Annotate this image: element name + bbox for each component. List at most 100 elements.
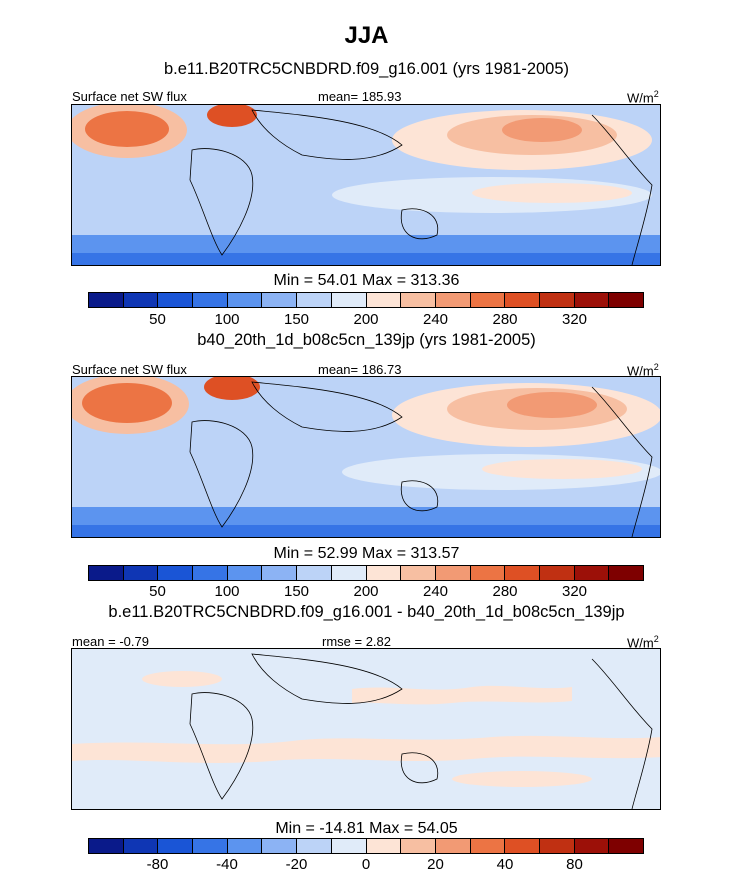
tropical-positive-band bbox=[72, 735, 660, 763]
colorbar-tick-label: 50 bbox=[149, 311, 166, 328]
panel-2-minmax: Min = 52.99 Max = 313.57 bbox=[273, 545, 460, 562]
panel-1-variable-label: Surface net SW flux bbox=[72, 89, 187, 104]
colorbar-tick-label: 100 bbox=[214, 583, 240, 600]
s-pacific-core bbox=[482, 459, 642, 479]
colorbar-cell bbox=[574, 293, 610, 307]
colorbar-cell bbox=[193, 293, 228, 307]
colorbar-tick-label: -40 bbox=[216, 856, 238, 873]
colorbar-tick-label: 100 bbox=[214, 311, 240, 328]
figure-title: JJA bbox=[344, 22, 389, 49]
colorbar-cell bbox=[193, 566, 228, 580]
colorbar-cell bbox=[470, 566, 506, 580]
panel-3-minmax: Min = -14.81 Max = 54.05 bbox=[275, 820, 458, 837]
panel-2-title: b40_20th_1d_b08c5cn_139jp (yrs 1981-2005… bbox=[197, 331, 536, 349]
colorbar-cell bbox=[435, 566, 471, 580]
colorbar-cell bbox=[505, 293, 540, 307]
colorbar-tick-label: -80 bbox=[146, 856, 169, 873]
colorbar-cell bbox=[574, 839, 610, 853]
colorbar-cell bbox=[227, 293, 263, 307]
units-exponent: 2 bbox=[653, 89, 659, 99]
colorbar-cell bbox=[89, 566, 124, 580]
panel-2-mean-label: mean= 186.73 bbox=[318, 362, 402, 377]
colorbar-cell bbox=[297, 293, 332, 307]
panel-3-rmse-label: rmse = 2.82 bbox=[322, 634, 392, 649]
colorbar-cell bbox=[609, 839, 643, 853]
colorbar-tick-label: 150 bbox=[283, 583, 310, 600]
colorbar-cell bbox=[366, 839, 402, 853]
colorbar-tick-label: 150 bbox=[283, 311, 310, 328]
colorbar-cell bbox=[505, 566, 540, 580]
s-pacific-core bbox=[472, 183, 632, 203]
colorbar-cell bbox=[401, 293, 436, 307]
colorbar-cell bbox=[123, 566, 159, 580]
sahara-max bbox=[204, 377, 260, 400]
panel-3-title: b.e11.B20TRC5CNBDRD.f09_g16.001 - b40_20… bbox=[108, 603, 625, 621]
colorbar-cell bbox=[89, 839, 124, 853]
colorbar-cell bbox=[262, 566, 298, 580]
colorbar-cell bbox=[227, 839, 263, 853]
colorbar-cell bbox=[123, 839, 159, 853]
colorbar-cell bbox=[539, 293, 575, 307]
colorbar-cell bbox=[158, 839, 194, 853]
panel-1-title: b.e11.B20TRC5CNBDRD.f09_g16.001 (yrs 198… bbox=[163, 60, 570, 78]
southern-ocean-low bbox=[72, 525, 660, 537]
colorbar-cell bbox=[470, 293, 506, 307]
colorbar-tick-label: 320 bbox=[561, 583, 588, 600]
colorbar-tick-label: 200 bbox=[353, 311, 379, 328]
colorbar-tick-label: 40 bbox=[496, 856, 514, 873]
colorbar-cell bbox=[539, 566, 575, 580]
colorbar-cell bbox=[609, 566, 643, 580]
colorbar-cell bbox=[227, 566, 263, 580]
colorbar-cell bbox=[435, 839, 471, 853]
n-pacific-max bbox=[502, 118, 582, 142]
colorbar-cell bbox=[505, 839, 540, 853]
colorbar-cell bbox=[401, 839, 436, 853]
colorbar-tick-label: 240 bbox=[422, 583, 449, 600]
n-pacific-max bbox=[507, 392, 597, 418]
africa-outline bbox=[189, 148, 254, 256]
colorbar-cell bbox=[123, 293, 159, 307]
panel-3-colorbar bbox=[88, 838, 644, 854]
australia-outline bbox=[400, 480, 439, 512]
panel-1-colorbar bbox=[88, 292, 644, 308]
colorbar-cell bbox=[331, 566, 367, 580]
colorbar-cell bbox=[297, 566, 332, 580]
colorbar-cell bbox=[401, 566, 436, 580]
colorbar-cell bbox=[366, 293, 402, 307]
south-pacific-positive bbox=[452, 771, 592, 787]
asia-outline bbox=[251, 381, 403, 432]
australia-outline bbox=[400, 752, 439, 784]
atlantic-positive bbox=[142, 671, 222, 687]
panel-2-colorbar-ticks: 50 100 150 200 240 280 320 bbox=[88, 583, 644, 603]
colorbar-cell bbox=[158, 293, 194, 307]
n-atlantic-max bbox=[82, 383, 172, 423]
americas-outline bbox=[591, 114, 653, 265]
colorbar-tick-label: 200 bbox=[353, 583, 379, 600]
colorbar-cell bbox=[262, 839, 298, 853]
colorbar-cell bbox=[262, 293, 298, 307]
colorbar-tick-label: 280 bbox=[492, 311, 518, 328]
australia-outline bbox=[400, 208, 439, 240]
units-text: W/m bbox=[627, 635, 654, 651]
panel-2-map-svg bbox=[72, 377, 660, 537]
panel-3-map-svg bbox=[72, 649, 660, 809]
colorbar-cell bbox=[158, 566, 194, 580]
panel-1-mean-label: mean= 185.93 bbox=[318, 89, 402, 104]
panel-1-colorbar-ticks: 50 100 150 200 240 280 320 bbox=[88, 311, 644, 331]
colorbar-cell bbox=[89, 293, 124, 307]
panel-2-map bbox=[71, 376, 661, 538]
panel-3-units: W/m2 bbox=[627, 634, 659, 650]
colorbar-tick-label: 240 bbox=[422, 311, 449, 328]
panel-2-units: W/m2 bbox=[627, 362, 659, 378]
n-atlantic-max bbox=[85, 111, 169, 147]
colorbar-cell bbox=[331, 839, 367, 853]
colorbar-tick-label: 80 bbox=[566, 856, 583, 873]
colorbar-cell bbox=[193, 839, 228, 853]
africa-outline bbox=[189, 420, 254, 528]
americas-outline bbox=[591, 386, 653, 537]
panel-1-units: W/m2 bbox=[627, 89, 659, 105]
subtropical-positive-band bbox=[352, 685, 572, 705]
colorbar-tick-label: 20 bbox=[427, 856, 444, 873]
colorbar-tick-label: 320 bbox=[561, 311, 588, 328]
colorbar-tick-label: 0 bbox=[361, 856, 371, 873]
